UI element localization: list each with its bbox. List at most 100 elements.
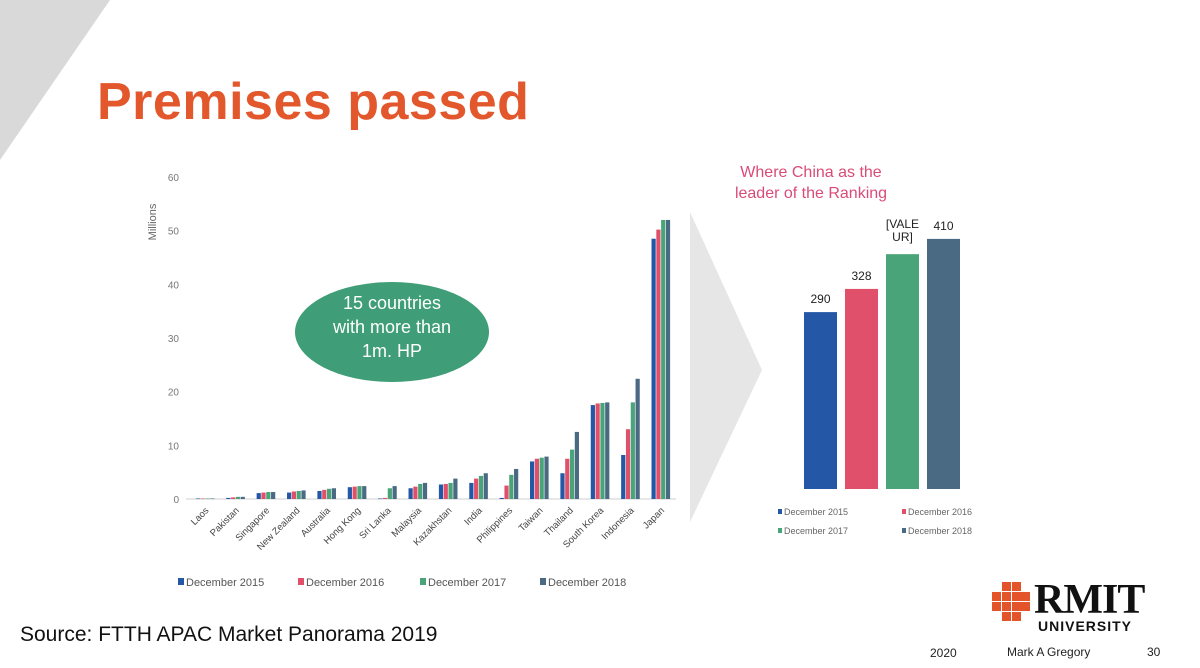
china-legend-label: December 2016 <box>908 507 972 517</box>
bar-malaysia-3 <box>418 483 423 499</box>
bar-indonesia-3 <box>630 402 635 499</box>
x-tick-label: India <box>462 505 485 528</box>
bar-pakistan-4 <box>240 496 245 499</box>
bar-japan-1 <box>651 238 656 499</box>
china-data-label: 290 <box>810 292 830 306</box>
legend-label: December 2018 <box>548 577 626 589</box>
bar-taiwan-2 <box>534 458 540 499</box>
x-tick-label: Laos <box>189 505 212 528</box>
callout-text: 15 countries <box>343 293 441 313</box>
china-legend-swatch <box>902 509 906 514</box>
bar-malaysia-1 <box>408 488 413 499</box>
x-tick-label: Sri Lanka <box>357 505 394 542</box>
bar-pakistan-1 <box>226 497 231 499</box>
bar-kazakhstan-4 <box>453 478 458 499</box>
corner-decoration <box>0 0 110 160</box>
bar-south-korea-3 <box>600 402 605 499</box>
bar-laos-2 <box>200 498 205 500</box>
bar-taiwan-3 <box>539 457 544 499</box>
bar-south-korea-1 <box>590 405 595 499</box>
arrow-shape <box>690 212 762 522</box>
y-tick-label: 60 <box>168 173 180 184</box>
bar-laos-3 <box>205 498 210 500</box>
bar-pakistan-2 <box>231 497 236 499</box>
premises-passed-chart: Millions0102030405060LaosPakistanSingapo… <box>147 173 676 589</box>
china-chart: Where China as the leader of the Ranking 2… <box>735 164 972 536</box>
bar-singapore-3 <box>266 492 271 499</box>
legend-swatch <box>178 578 184 585</box>
bar-thailand-3 <box>569 449 575 499</box>
rmit-logo: RMIT UNIVERSITY <box>988 577 1148 638</box>
bar-pakistan-3 <box>235 496 241 499</box>
bar-new-zealand-2 <box>291 491 297 499</box>
china-bar-4 <box>927 238 960 489</box>
y-tick-label: 0 <box>173 495 179 506</box>
legend-label: December 2017 <box>428 577 506 589</box>
legend-swatch <box>420 578 426 585</box>
china-legend-swatch <box>778 528 782 533</box>
y-tick-label: 40 <box>168 280 180 291</box>
china-bar-2 <box>845 288 878 489</box>
bar-south-korea-2 <box>595 403 600 499</box>
y-tick-label: 10 <box>168 441 180 452</box>
callout-ellipse <box>295 282 489 382</box>
x-tick-label: Japan <box>641 505 667 531</box>
bar-singapore-2 <box>261 492 266 499</box>
footer-author: Mark A Gregory <box>1007 645 1091 659</box>
y-tick-label: 50 <box>168 227 180 238</box>
y-tick-label: 20 <box>168 388 180 399</box>
bar-sri-lanka-3 <box>387 488 392 499</box>
legend-swatch <box>540 578 546 585</box>
bar-thailand-4 <box>574 431 579 499</box>
bar-thailand-1 <box>560 473 565 499</box>
bar-laos-1 <box>195 498 201 500</box>
bar-taiwan-1 <box>530 461 535 499</box>
bar-philippines-1 <box>499 497 504 499</box>
bar-hong-kong-4 <box>362 486 367 499</box>
bar-australia-2 <box>322 489 327 499</box>
logo-wordmark: RMIT <box>1034 577 1145 623</box>
bar-taiwan-4 <box>544 456 549 499</box>
bar-hong-kong-2 <box>352 486 357 499</box>
callout-bubble: 15 countries with more than 1m. HP <box>295 282 489 382</box>
bar-thailand-2 <box>565 458 570 499</box>
y-tick-label: 30 <box>168 334 180 345</box>
bar-hong-kong-3 <box>357 486 362 499</box>
y-axis-label: Millions <box>147 203 159 240</box>
china-legend-label: December 2015 <box>784 507 848 517</box>
footer-year: 2020 <box>930 646 957 660</box>
china-bar-3 <box>886 254 919 489</box>
china-data-label: 328 <box>851 269 871 283</box>
legend-label: December 2015 <box>186 577 264 589</box>
callout-text: with more than <box>332 317 451 337</box>
source-note: Source: FTTH APAC Market Panorama 2019 <box>20 623 438 646</box>
bar-sri-lanka-4 <box>392 486 397 499</box>
x-tick-label: Indonesia <box>600 505 637 542</box>
china-legend-swatch <box>778 509 782 514</box>
china-bar-1 <box>804 312 837 489</box>
bar-philippines-4 <box>514 468 519 499</box>
bar-sri-lanka-1 <box>378 498 383 500</box>
bar-japan-2 <box>656 229 661 499</box>
bar-japan-4 <box>665 219 671 499</box>
bar-new-zealand-3 <box>296 490 301 499</box>
china-legend-swatch <box>902 528 906 533</box>
bar-india-1 <box>469 482 474 499</box>
bar-indonesia-1 <box>621 454 626 499</box>
china-legend-label: December 2018 <box>908 526 972 536</box>
footer-page-number: 30 <box>1147 645 1161 659</box>
bar-hong-kong-1 <box>347 487 352 499</box>
bar-malaysia-2 <box>413 486 418 499</box>
callout-text: 1m. HP <box>362 341 422 361</box>
bar-kazakhstan-1 <box>438 484 444 499</box>
x-tick-label: Taiwan <box>517 505 546 534</box>
bar-sri-lanka-2 <box>382 497 388 499</box>
legend-swatch <box>298 578 304 585</box>
bar-indonesia-4 <box>635 378 640 499</box>
china-legend-label: December 2017 <box>784 526 848 536</box>
bar-india-2 <box>474 478 479 499</box>
bar-indonesia-2 <box>625 429 631 499</box>
china-data-label: 410 <box>933 219 953 233</box>
bar-new-zealand-1 <box>287 492 292 499</box>
bar-philippines-2 <box>504 485 509 499</box>
